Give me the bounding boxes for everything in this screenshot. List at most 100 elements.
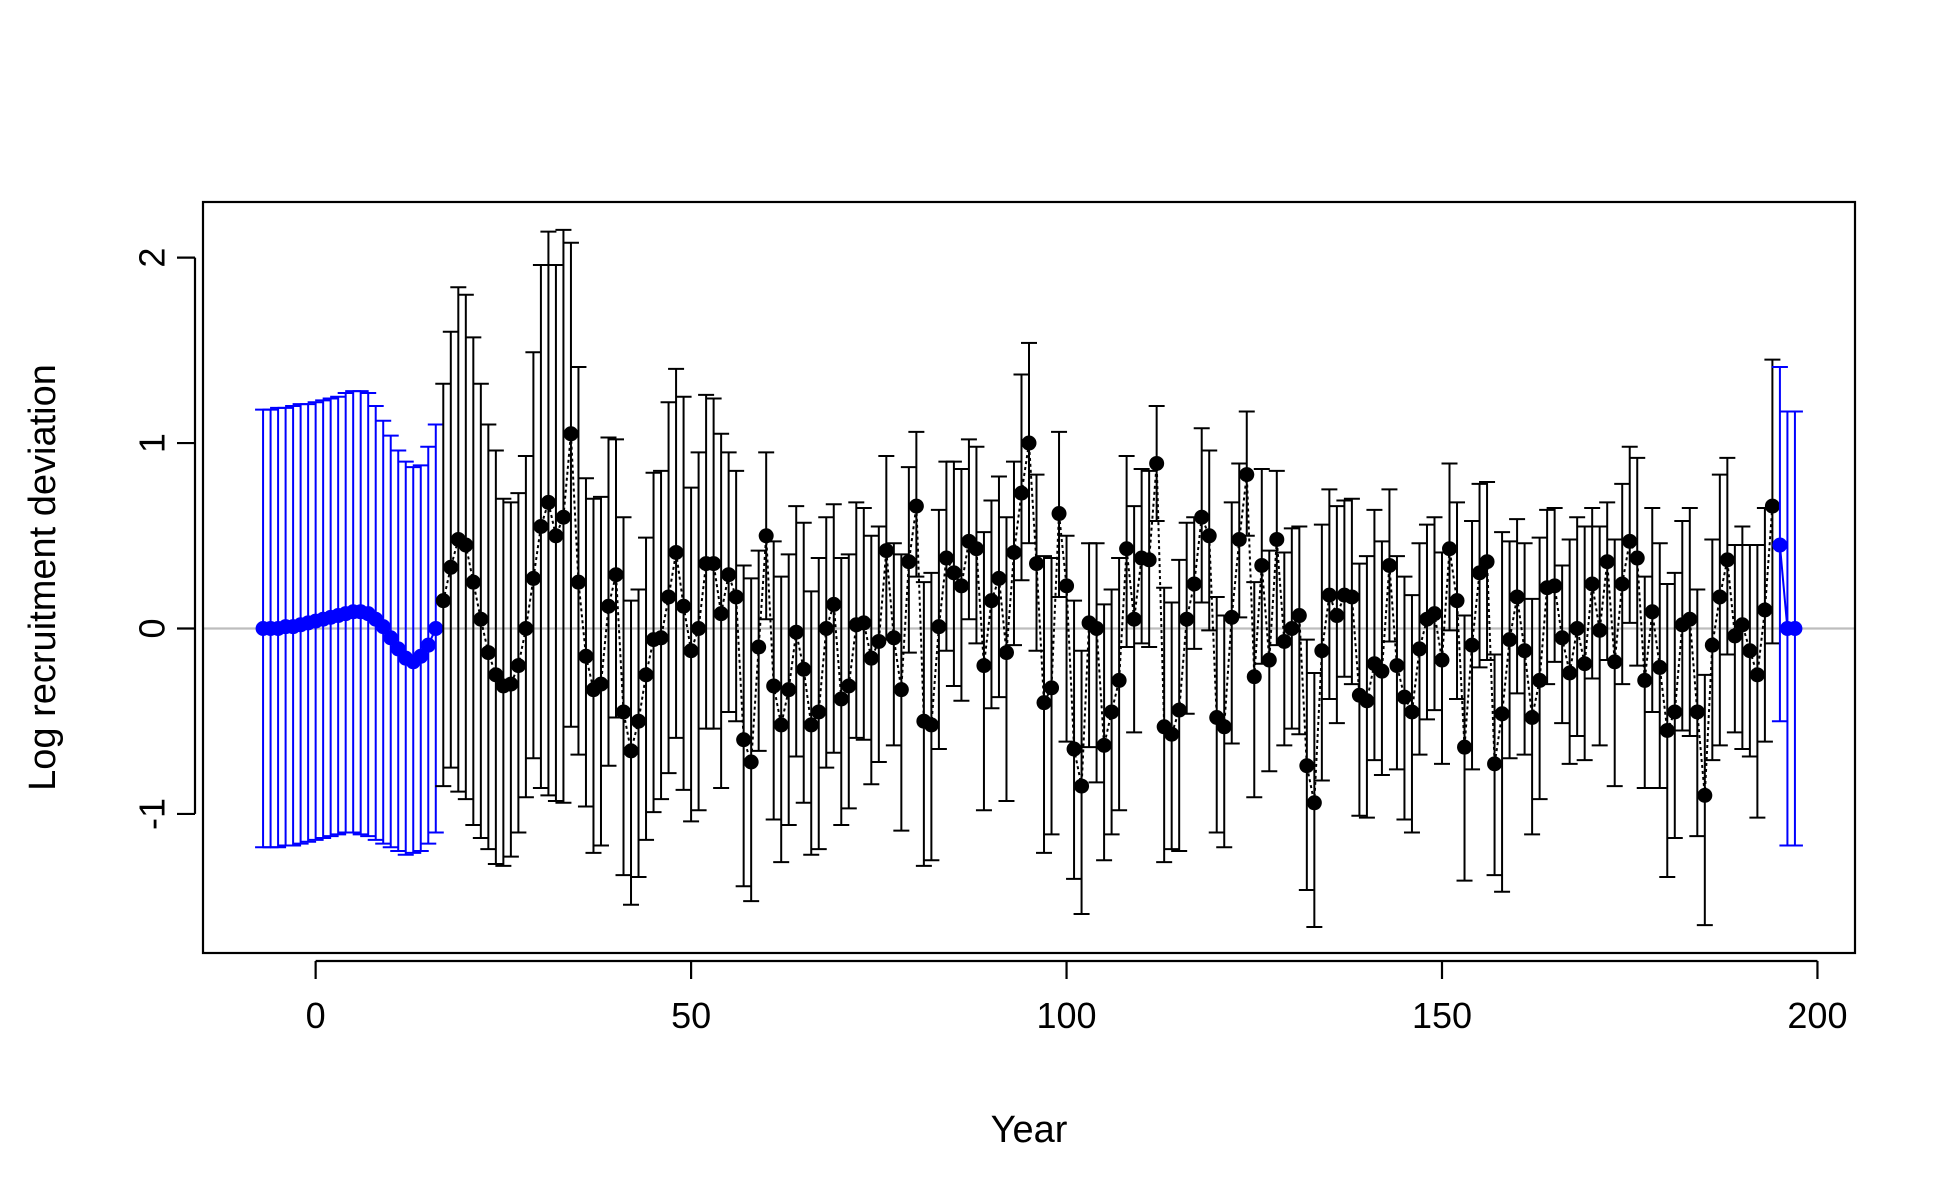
data-point [1306, 795, 1322, 811]
data-point [1562, 665, 1578, 681]
data-point [1171, 702, 1187, 718]
data-point [721, 567, 737, 583]
data-point [1742, 643, 1758, 659]
data-point [661, 589, 677, 605]
data-point [1734, 617, 1750, 633]
data-point [1426, 606, 1442, 622]
data-point [1291, 608, 1307, 624]
data-point [1607, 654, 1623, 670]
data-point [1479, 554, 1495, 570]
data-point [623, 743, 639, 759]
data-point [1344, 589, 1360, 605]
data-point [818, 620, 834, 636]
data-point [901, 554, 917, 570]
data-point [1667, 704, 1683, 720]
data-point [1096, 737, 1112, 753]
data-point [1659, 722, 1675, 738]
chart-marks [203, 228, 1855, 929]
data-point [608, 567, 624, 583]
data-point [1719, 552, 1735, 568]
data-point [1111, 672, 1127, 688]
data-point [616, 704, 632, 720]
data-point [1689, 704, 1705, 720]
data-point [683, 643, 699, 659]
data-point [1389, 658, 1405, 674]
data-point [1239, 467, 1255, 483]
data-point [1254, 557, 1270, 573]
data-point [1599, 554, 1615, 570]
data-point [1314, 643, 1330, 659]
data-point [1269, 531, 1285, 547]
data-point [1569, 620, 1585, 636]
data-point [1457, 739, 1473, 755]
x-tick-label: 150 [1412, 995, 1472, 1036]
data-point [533, 519, 549, 535]
data-point [1224, 609, 1240, 625]
data-point [413, 648, 429, 664]
data-point [1104, 704, 1120, 720]
data-point [1464, 637, 1480, 653]
data-point [653, 630, 669, 646]
y-tick-label: 2 [132, 248, 173, 268]
data-point [676, 598, 692, 614]
data-point [1411, 641, 1427, 657]
y-tick-label: 1 [132, 433, 173, 453]
data-point [1201, 528, 1217, 544]
data-point [1299, 758, 1315, 774]
data-point [1449, 593, 1465, 609]
data-point [788, 624, 804, 640]
data-point [1329, 608, 1345, 624]
data-point [1216, 719, 1232, 735]
data-point [488, 667, 504, 683]
data-point [1396, 689, 1412, 705]
data-point [736, 732, 752, 748]
data-point [1749, 667, 1765, 683]
y-tick-label: 0 [132, 618, 173, 638]
data-point [1164, 726, 1180, 742]
data-point [773, 717, 789, 733]
data-point [563, 426, 579, 442]
y-tick-label: -1 [132, 798, 173, 830]
data-point [420, 637, 436, 653]
x-tick-label: 0 [306, 995, 326, 1036]
data-point [518, 620, 534, 636]
data-point [593, 676, 609, 692]
data-point [1119, 541, 1135, 557]
data-point [833, 691, 849, 707]
data-point [1524, 710, 1540, 726]
data-point [1089, 620, 1105, 636]
data-point [983, 593, 999, 609]
data-point [1321, 587, 1337, 603]
data-point [758, 528, 774, 544]
data-point [1404, 704, 1420, 720]
data-point [1186, 576, 1202, 592]
data-point [465, 574, 481, 590]
data-point [1622, 533, 1638, 549]
data-point [1029, 556, 1045, 572]
data-point [555, 509, 571, 525]
data-point [1442, 541, 1458, 557]
data-point [1509, 589, 1525, 605]
x-axis-label: Year [991, 1109, 1068, 1151]
data-point [1637, 672, 1653, 688]
plot-frame [201, 200, 1857, 955]
data-point [1374, 663, 1390, 679]
data-point [578, 648, 594, 664]
data-point [953, 578, 969, 594]
data-point [871, 633, 887, 649]
data-point [1727, 628, 1743, 644]
data-point [796, 661, 812, 677]
data-point [435, 593, 451, 609]
data-point [1487, 756, 1503, 772]
data-point [1644, 604, 1660, 620]
data-point [1276, 633, 1292, 649]
data-point [811, 704, 827, 720]
data-point [743, 754, 759, 770]
data-point [375, 619, 391, 635]
data-point [1179, 611, 1195, 627]
data-point [1592, 622, 1608, 638]
data-point [968, 541, 984, 557]
data-point [691, 620, 707, 636]
data-point [1772, 537, 1788, 553]
data-point [1517, 643, 1533, 659]
